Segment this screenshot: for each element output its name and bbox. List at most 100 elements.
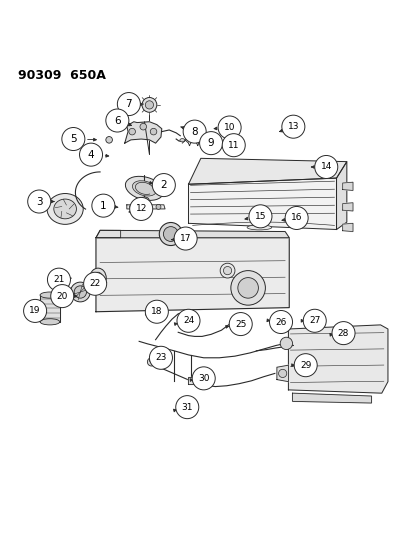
- Polygon shape: [342, 203, 352, 211]
- Ellipse shape: [90, 268, 106, 288]
- Text: 11: 11: [228, 141, 239, 150]
- Text: 23: 23: [155, 353, 166, 362]
- Ellipse shape: [70, 282, 90, 302]
- Circle shape: [285, 206, 307, 230]
- Polygon shape: [342, 223, 352, 231]
- Ellipse shape: [40, 319, 59, 325]
- Text: 5: 5: [70, 134, 76, 144]
- Ellipse shape: [247, 225, 271, 230]
- Text: 26: 26: [275, 318, 286, 327]
- Text: 3: 3: [36, 197, 43, 206]
- Circle shape: [79, 143, 102, 166]
- Circle shape: [280, 337, 292, 350]
- Polygon shape: [288, 325, 387, 393]
- Circle shape: [140, 124, 146, 130]
- Polygon shape: [40, 295, 59, 322]
- Circle shape: [176, 395, 198, 418]
- Text: 21: 21: [53, 275, 64, 284]
- Polygon shape: [336, 161, 346, 230]
- Polygon shape: [96, 230, 289, 238]
- Circle shape: [294, 354, 316, 377]
- Circle shape: [156, 204, 161, 209]
- Circle shape: [192, 367, 215, 390]
- Circle shape: [218, 116, 240, 139]
- Circle shape: [145, 101, 153, 109]
- Text: 6: 6: [114, 116, 120, 125]
- Circle shape: [281, 115, 304, 138]
- Circle shape: [222, 134, 244, 157]
- Text: 4: 4: [88, 150, 94, 160]
- Circle shape: [248, 205, 271, 228]
- Text: 14: 14: [320, 163, 331, 172]
- Ellipse shape: [74, 286, 86, 298]
- Ellipse shape: [40, 292, 59, 298]
- Text: 17: 17: [179, 234, 191, 243]
- Text: 30: 30: [197, 374, 209, 383]
- Circle shape: [83, 272, 107, 295]
- Circle shape: [106, 109, 128, 132]
- Circle shape: [152, 174, 175, 197]
- Circle shape: [128, 128, 135, 135]
- Ellipse shape: [47, 193, 83, 224]
- Circle shape: [176, 309, 199, 332]
- Circle shape: [147, 358, 155, 366]
- Text: 27: 27: [309, 316, 320, 325]
- Circle shape: [199, 132, 222, 155]
- Circle shape: [183, 120, 206, 143]
- Text: 90309  650A: 90309 650A: [18, 69, 105, 82]
- Text: 24: 24: [183, 316, 194, 325]
- Circle shape: [223, 266, 231, 274]
- Circle shape: [92, 194, 115, 217]
- Text: 25: 25: [235, 320, 246, 328]
- Ellipse shape: [132, 181, 156, 196]
- Circle shape: [278, 369, 286, 377]
- Text: 9: 9: [207, 138, 214, 148]
- Circle shape: [229, 312, 252, 336]
- Text: 7: 7: [125, 99, 132, 109]
- Text: 8: 8: [191, 127, 197, 136]
- Circle shape: [62, 127, 85, 150]
- Text: 29: 29: [299, 361, 311, 370]
- Text: 16: 16: [290, 214, 301, 222]
- Circle shape: [106, 136, 112, 143]
- Text: 10: 10: [223, 123, 235, 132]
- Ellipse shape: [93, 272, 102, 284]
- Text: 28: 28: [337, 329, 349, 337]
- Ellipse shape: [125, 176, 163, 200]
- Ellipse shape: [140, 197, 149, 203]
- Polygon shape: [188, 178, 336, 230]
- Polygon shape: [187, 377, 202, 384]
- Circle shape: [129, 204, 134, 209]
- Circle shape: [269, 311, 292, 334]
- Circle shape: [142, 98, 157, 112]
- Circle shape: [150, 128, 157, 135]
- Text: 22: 22: [89, 279, 100, 288]
- Polygon shape: [96, 238, 289, 312]
- Circle shape: [314, 156, 337, 179]
- Text: 15: 15: [254, 212, 266, 221]
- Circle shape: [149, 346, 172, 369]
- Circle shape: [117, 93, 140, 116]
- Polygon shape: [342, 182, 352, 190]
- Circle shape: [47, 268, 70, 291]
- Circle shape: [28, 190, 51, 213]
- Circle shape: [302, 309, 325, 332]
- Text: 12: 12: [135, 205, 147, 213]
- Circle shape: [145, 300, 168, 323]
- Polygon shape: [276, 365, 288, 382]
- Polygon shape: [126, 205, 165, 209]
- Text: 2: 2: [160, 180, 167, 190]
- Text: 13: 13: [287, 122, 298, 131]
- Text: 19: 19: [29, 306, 41, 316]
- Circle shape: [51, 285, 74, 308]
- Circle shape: [230, 271, 265, 305]
- Circle shape: [174, 227, 197, 250]
- Circle shape: [129, 197, 152, 221]
- Polygon shape: [292, 393, 370, 403]
- Polygon shape: [188, 158, 346, 184]
- Circle shape: [331, 321, 354, 345]
- Ellipse shape: [179, 139, 184, 142]
- Circle shape: [163, 227, 178, 241]
- Circle shape: [24, 300, 47, 322]
- Circle shape: [220, 263, 235, 278]
